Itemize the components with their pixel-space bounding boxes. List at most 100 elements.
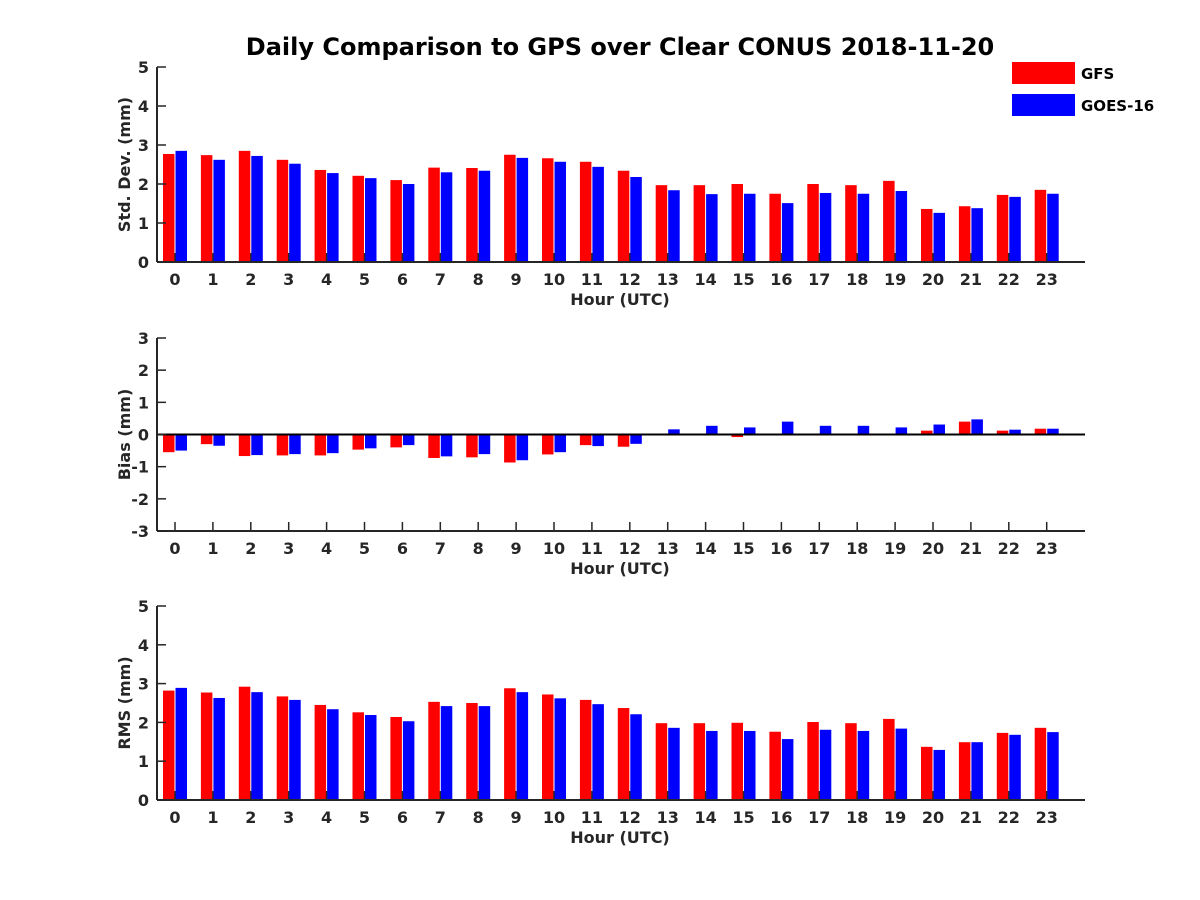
x-tick-label: 7 xyxy=(435,270,446,289)
bar-goes-16-hour-9 xyxy=(516,434,529,461)
bar-gfs-hour-3 xyxy=(276,434,289,456)
x-tick-label: 18 xyxy=(846,808,868,827)
bar-gfs-hour-21 xyxy=(958,206,971,262)
bar-gfs-hour-4 xyxy=(314,169,327,262)
bar-gfs-hour-3 xyxy=(276,159,289,262)
bar-goes-16-hour-7 xyxy=(440,706,453,800)
bar-gfs-hour-21 xyxy=(958,421,971,435)
bar-goes-16-hour-2 xyxy=(251,692,263,800)
bar-gfs-hour-11 xyxy=(579,699,592,800)
bar-gfs-hour-2 xyxy=(238,150,251,262)
bar-gfs-hour-3 xyxy=(276,696,289,800)
bar-gfs-hour-17 xyxy=(807,184,819,262)
bar-goes-16-hour-17 xyxy=(819,192,832,262)
bar-gfs-hour-16 xyxy=(769,193,781,262)
x-tick-label: 18 xyxy=(846,270,868,289)
bar-goes-16-hour-0 xyxy=(175,150,187,262)
bar-gfs-hour-16 xyxy=(769,731,781,800)
bar-goes-16-hour-19 xyxy=(895,728,908,800)
x-tick-label: 6 xyxy=(397,539,408,558)
legend-label-goes-16: GOES-16 xyxy=(1081,97,1154,115)
bar-goes-16-hour-12 xyxy=(630,176,642,262)
bar-goes-16-hour-21 xyxy=(971,208,983,262)
bar-gfs-hour-5 xyxy=(352,175,364,262)
bar-goes-16-hour-23 xyxy=(1047,732,1059,800)
bar-goes-16-hour-20 xyxy=(933,424,945,435)
x-axis-label: Hour (UTC) xyxy=(570,828,670,847)
bar-goes-16-hour-10 xyxy=(554,698,566,800)
x-tick-label: 8 xyxy=(473,270,484,289)
legend-swatch-gfs xyxy=(1012,62,1075,84)
bar-goes-16-hour-3 xyxy=(289,434,301,455)
y-tick-label: 4 xyxy=(138,636,149,655)
x-tick-label: 16 xyxy=(770,539,792,558)
y-tick-label: -1 xyxy=(131,458,149,477)
bar-goes-16-hour-19 xyxy=(895,427,908,435)
bar-goes-16-hour-22 xyxy=(1009,196,1021,262)
x-tick-label: 15 xyxy=(732,270,754,289)
bar-gfs-hour-10 xyxy=(542,434,554,455)
x-tick-label: 8 xyxy=(473,808,484,827)
bar-gfs-hour-1 xyxy=(200,692,213,800)
bar-gfs-hour-12 xyxy=(617,170,630,262)
bar-goes-16-hour-7 xyxy=(440,172,453,262)
bar-goes-16-hour-2 xyxy=(251,434,263,456)
bar-goes-16-hour-20 xyxy=(933,212,945,262)
bar-gfs-hour-18 xyxy=(845,723,857,800)
x-tick-label: 14 xyxy=(694,808,716,827)
bar-goes-16-hour-3 xyxy=(289,699,301,800)
bar-gfs-hour-11 xyxy=(579,434,592,446)
bar-gfs-hour-9 xyxy=(504,688,516,800)
x-tick-label: 13 xyxy=(657,808,679,827)
bar-goes-16-hour-6 xyxy=(402,434,415,446)
x-tick-label: 7 xyxy=(435,808,446,827)
x-tick-label: 1 xyxy=(207,808,218,827)
bar-goes-16-hour-23 xyxy=(1047,193,1059,262)
x-tick-label: 6 xyxy=(397,270,408,289)
bar-gfs-hour-22 xyxy=(996,430,1009,435)
x-axis-label: Hour (UTC) xyxy=(570,559,670,578)
bar-goes-16-hour-11 xyxy=(592,434,604,447)
x-tick-label: 14 xyxy=(694,539,716,558)
x-tick-label: 4 xyxy=(321,270,332,289)
x-tick-label: 5 xyxy=(359,808,370,827)
bar-gfs-hour-10 xyxy=(542,694,554,800)
bar-goes-16-hour-8 xyxy=(478,706,491,800)
x-tick-label: 22 xyxy=(998,539,1020,558)
x-tick-label: 21 xyxy=(960,539,982,558)
bar-goes-16-hour-5 xyxy=(365,434,377,449)
bar-goes-16-hour-4 xyxy=(327,434,339,454)
bar-gfs-hour-23 xyxy=(1034,189,1047,262)
bar-goes-16-hour-17 xyxy=(819,729,832,800)
x-tick-label: 18 xyxy=(846,539,868,558)
x-tick-label: 22 xyxy=(998,808,1020,827)
x-tick-label: 23 xyxy=(1036,808,1058,827)
bar-gfs-hour-4 xyxy=(314,434,327,456)
bar-gfs-hour-6 xyxy=(390,434,402,448)
bar-goes-16-hour-18 xyxy=(857,193,870,262)
x-tick-label: 21 xyxy=(960,270,982,289)
bar-goes-16-hour-0 xyxy=(175,434,187,451)
bar-goes-16-hour-21 xyxy=(971,742,983,800)
bar-goes-16-hour-20 xyxy=(933,749,945,800)
x-tick-label: 5 xyxy=(359,539,370,558)
x-tick-label: 19 xyxy=(884,539,906,558)
bar-gfs-hour-14 xyxy=(693,185,706,262)
bar-gfs-hour-12 xyxy=(617,708,630,800)
x-tick-label: 3 xyxy=(283,270,294,289)
x-tick-label: 9 xyxy=(511,270,522,289)
bar-goes-16-hour-9 xyxy=(516,692,529,800)
bar-goes-16-hour-0 xyxy=(175,687,187,800)
legend: GFS GOES-16 xyxy=(1012,62,1154,116)
bar-gfs-hour-13 xyxy=(655,185,668,262)
x-tick-label: 9 xyxy=(511,539,522,558)
bar-gfs-hour-9 xyxy=(504,154,516,262)
y-tick-label: 0 xyxy=(138,253,149,272)
chart-title: Daily Comparison to GPS over Clear CONUS… xyxy=(246,33,994,61)
legend-swatch-goes-16 xyxy=(1012,94,1075,116)
bar-gfs-hour-23 xyxy=(1034,727,1047,800)
x-tick-label: 3 xyxy=(283,539,294,558)
bar-goes-16-hour-3 xyxy=(289,163,301,262)
x-tick-label: 0 xyxy=(169,808,180,827)
bar-gfs-hour-12 xyxy=(617,434,630,447)
